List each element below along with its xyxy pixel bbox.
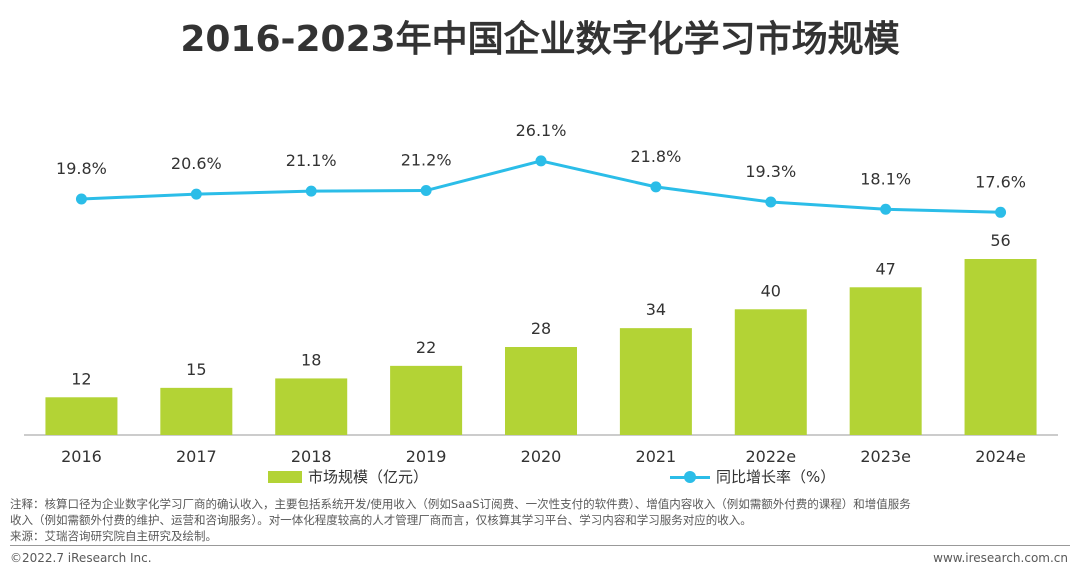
legend-bar-item: 市场规模（亿元） — [268, 466, 428, 487]
x-tick-2024e: 2024e — [975, 447, 1026, 466]
bar-label-2023e: 47 — [875, 259, 895, 278]
growth-point-2021 — [650, 181, 662, 193]
bar-label-2016: 12 — [71, 369, 91, 388]
footnote: 注释：核算口径为企业数字化学习厂商的确认收入，主要包括系统开发/使用收入（例如S… — [10, 496, 1070, 544]
bar-2020 — [505, 347, 577, 435]
bar-2024e — [964, 259, 1037, 435]
x-tick-2017: 2017 — [176, 447, 217, 466]
growth-point-2024e — [995, 206, 1007, 218]
bar-2017 — [160, 387, 233, 435]
bar-2019 — [390, 365, 463, 435]
x-tick-2020: 2020 — [521, 447, 562, 466]
bar-2021 — [619, 328, 692, 435]
x-tick-2018: 2018 — [291, 447, 332, 466]
growth-point-2022e — [765, 196, 777, 208]
growth-label-2020: 26.1% — [516, 121, 567, 140]
growth-label-2023e: 18.1% — [860, 169, 911, 188]
bar-label-2024e: 56 — [990, 231, 1010, 250]
x-tick-2023e: 2023e — [860, 447, 911, 466]
bar-label-2021: 34 — [646, 300, 666, 319]
website: www.iresearch.com.cn — [933, 551, 1068, 565]
growth-label-2016: 19.8% — [56, 159, 107, 178]
growth-label-2022e: 19.3% — [745, 162, 796, 181]
growth-point-2018 — [305, 185, 317, 197]
chart-title: 2016-2023年中国企业数字化学习市场规模 — [180, 19, 900, 60]
legend-line-swatch — [670, 470, 710, 484]
bar-2018 — [275, 378, 348, 435]
footnote-source: 来源：艾瑞咨询研究院自主研究及绘制。 — [10, 529, 217, 543]
x-tick-2022e: 2022e — [745, 447, 796, 466]
chart-area: 12 2016 15 2017 18 2018 22 2019 28 2020 34 2021 40 20… — [24, 121, 1058, 466]
bar-2022e — [734, 309, 807, 435]
x-tick-2021: 2021 — [636, 447, 677, 466]
bar-2016 — [45, 397, 118, 435]
growth-label-2017: 20.6% — [171, 154, 222, 173]
x-tick-2019: 2019 — [406, 447, 447, 466]
growth-label-2018: 21.1% — [286, 151, 337, 170]
copyright: ©2022.7 iResearch Inc. — [10, 551, 152, 565]
legend-bar-label: 市场规模（亿元） — [308, 468, 429, 486]
growth-point-2016 — [75, 193, 87, 205]
growth-label-2024e: 17.6% — [975, 172, 1026, 191]
bar-label-2018: 18 — [301, 350, 321, 369]
growth-point-2019 — [420, 185, 432, 197]
x-tick-2016: 2016 — [61, 447, 102, 466]
footnote-line-2: 收入（例如需额外付费的维护、运营和咨询服务）。对一体化程度较高的人才管理厂商而言… — [10, 513, 752, 527]
growth-point-2023e — [880, 203, 892, 215]
legend-bar-swatch — [268, 470, 302, 483]
legend-line-label: 同比增长率（%） — [716, 468, 836, 486]
bar-label-2017: 15 — [186, 360, 206, 379]
bar-label-2022e: 40 — [761, 281, 781, 300]
legend-line-item: 同比增长率（%） — [670, 466, 835, 487]
bar-2023e — [849, 287, 922, 435]
growth-point-2020 — [535, 155, 547, 167]
bar-label-2019: 22 — [416, 338, 436, 357]
growth-label-2021: 21.8% — [630, 147, 681, 166]
bar-label-2020: 28 — [531, 319, 551, 338]
legend: 市场规模（亿元） 同比增长率（%） — [0, 466, 1080, 490]
growth-label-2019: 21.2% — [401, 151, 452, 170]
footer-divider — [10, 545, 1070, 546]
growth-point-2017 — [190, 188, 202, 200]
footnote-line-1: 注释：核算口径为企业数字化学习厂商的确认收入，主要包括系统开发/使用收入（例如S… — [10, 497, 911, 511]
